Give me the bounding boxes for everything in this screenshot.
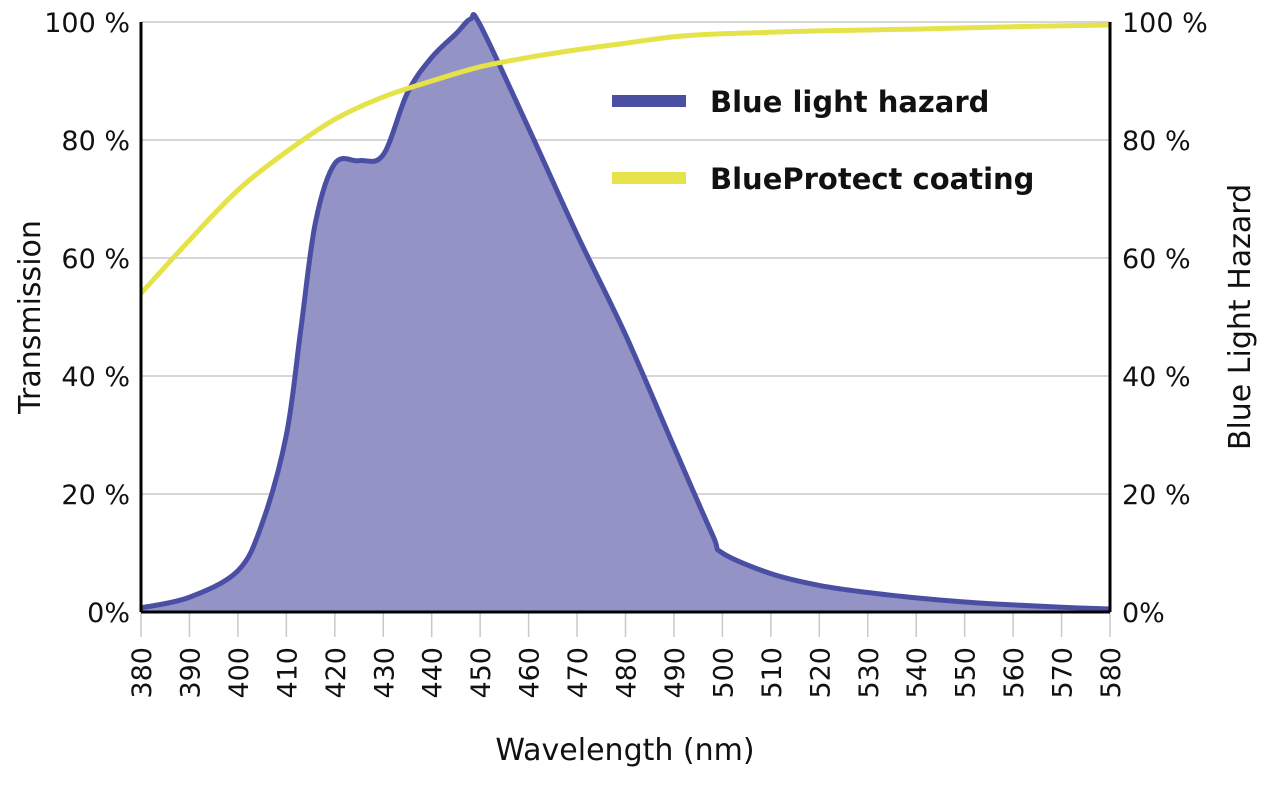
series-layer [139,12,1111,612]
x-tick-label: 500 [708,647,739,699]
y-tick-label-right: 20 % [1122,480,1191,511]
y-tick-label-right: 0% [1122,598,1165,629]
x-tick-label: 560 [999,647,1030,699]
y-tick-label-right: 60 % [1122,244,1191,275]
x-tick-label: 520 [805,647,836,699]
legend: Blue light hazard BlueProtect coating [612,85,1034,196]
x-tick-label: 550 [951,647,982,699]
x-tick-label: 480 [612,647,643,699]
x-tick-label: 440 [418,647,449,699]
legend-label-hazard: Blue light hazard [710,85,989,119]
y-tick-label-left: 20 % [61,480,130,511]
y-tick-label-left: 40 % [61,362,130,393]
y-tick-label-left: 80 % [61,126,130,157]
y-tick-label-right: 40 % [1122,362,1191,393]
x-tick-label: 430 [369,647,400,699]
x-tick-label: 380 [127,647,158,699]
x-tick-label: 570 [1048,647,1079,699]
y-tick-label-left: 60 % [61,244,130,275]
y-tick-label-left: 100 % [44,8,130,39]
x-tick-label: 410 [272,647,303,699]
x-tick-label: 470 [563,647,594,699]
x-tick-label: 420 [321,647,352,699]
legend-label-coating: BlueProtect coating [710,162,1034,196]
axes [139,22,1112,614]
x-tick-label: 450 [466,647,497,699]
x-tick-label: 530 [854,647,885,699]
hazard-line [140,12,1111,612]
x-tick-label: 510 [757,647,788,699]
y-axis-label-right: Blue Light Hazard [1223,184,1258,450]
x-tick-label: 490 [660,647,691,699]
x-tick-label: 400 [224,647,255,699]
tick-labels: 0% 0% 20 % 20 % 40 % 40 % 60 % 60 % 80 % 80 % 100 … [44,8,1208,699]
y-axis-label-left: Transmission [13,220,48,415]
hazard-area [141,14,1110,612]
coating-line [139,22,1111,296]
y-tick-label-right: 100 % [1122,8,1208,39]
y-tick-label-right: 80 % [1122,126,1191,157]
x-tick-label: 460 [515,647,546,699]
x-tick-label: 580 [1096,647,1127,699]
x-axis-label: Wavelength (nm) [495,733,754,768]
y-tick-label-left: 0% [87,598,130,629]
x-tick-label: 390 [175,647,206,699]
x-tick-label: 540 [902,647,933,699]
